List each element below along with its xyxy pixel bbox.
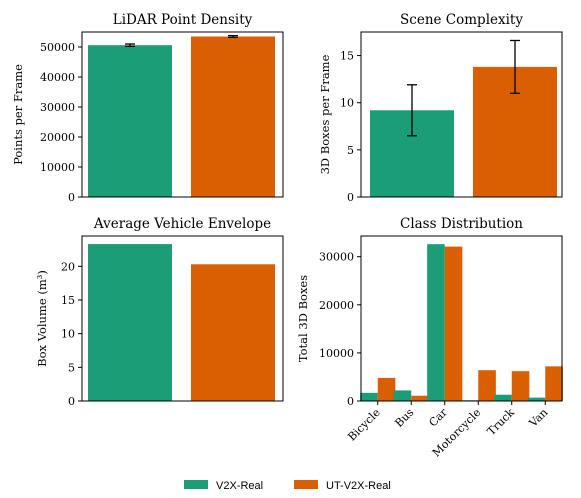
y-axis-label: Points per Frame xyxy=(11,64,25,165)
y-tick-label: 30000 xyxy=(40,101,75,114)
y-tick-label: 0 xyxy=(68,395,75,408)
bar-ut-v2x-real xyxy=(191,36,275,197)
panel-average-vehicle-envelope: 0 5 10 15 20 Average Vehicle Envelope Box Volu… xyxy=(35,216,284,408)
axes-frame xyxy=(81,31,284,198)
bar-v2x-real xyxy=(88,244,172,401)
chart-title: Scene Complexity xyxy=(400,12,523,28)
y-tick-label: 10 xyxy=(340,97,354,110)
y-tick-label: 30000 xyxy=(319,251,354,264)
bar-bus-v2x-real xyxy=(393,390,412,401)
x-tick-label-bus: Bus xyxy=(392,406,416,430)
y-tick-label: 20 xyxy=(61,260,75,273)
axes-frame xyxy=(360,31,563,198)
legend: V2X-Real UT-V2X-Real xyxy=(184,480,391,492)
legend-swatch-v2x-real xyxy=(184,480,208,489)
x-tick-label-van: Van xyxy=(526,406,550,430)
y-tick-label: 10000 xyxy=(40,161,75,174)
bar-ut-v2x-real xyxy=(191,264,275,401)
bar-bus-ut-v2x-real xyxy=(411,395,429,401)
bar-truck-ut-v2x-real xyxy=(511,371,530,401)
bar-car-ut-v2x-real xyxy=(444,246,463,401)
bar-truck-v2x-real xyxy=(494,394,512,401)
bar-van-ut-v2x-real xyxy=(545,366,563,401)
y-axis-label: Box Volume (m³) xyxy=(35,270,49,367)
y-tick-label: 0 xyxy=(347,191,354,204)
chart-title: Average Vehicle Envelope xyxy=(93,216,271,232)
bar-bicycle-ut-v2x-real xyxy=(377,377,396,401)
y-tick-label: 20000 xyxy=(40,131,75,144)
axes-frame xyxy=(81,235,284,402)
y-tick-label: 5 xyxy=(68,361,75,374)
y-axis-label: 3D Boxes per Frame xyxy=(318,54,332,174)
chart-title: LiDAR Point Density xyxy=(113,12,253,28)
bar-motorcycle-ut-v2x-real xyxy=(478,370,496,401)
y-tick-label: 10 xyxy=(61,328,75,341)
bar-van-v2x-real xyxy=(527,397,546,401)
legend-label-ut-v2x-real: UT-V2X-Real xyxy=(326,480,391,492)
y-tick-label: 40000 xyxy=(40,71,75,84)
bar-v2x-real xyxy=(88,45,172,198)
x-tick-label-bicycle: Bicycle xyxy=(345,406,383,444)
legend-label-v2x-real: V2X-Real xyxy=(216,480,263,492)
bar-bicycle-v2x-real xyxy=(360,392,378,401)
y-tick-label: 15 xyxy=(61,294,75,307)
y-tick-label: 0 xyxy=(347,395,354,408)
legend-swatch-ut-v2x-real xyxy=(294,480,318,489)
y-tick-label: 20000 xyxy=(319,299,354,312)
x-tick-label-car: Car xyxy=(426,405,450,429)
x-tick-label-truck: Truck xyxy=(485,406,517,438)
y-tick-label: 15 xyxy=(340,50,354,63)
y-tick-label: 10000 xyxy=(319,347,354,360)
chart-title: Class Distribution xyxy=(400,216,523,232)
panel-scene-complexity: 0 5 10 15 Scene Complexity 3D Boxes per Frame xyxy=(318,12,563,204)
y-axis-label: Total 3D Boxes xyxy=(296,275,310,362)
y-tick-label: 50000 xyxy=(40,41,75,54)
y-tick-label: 5 xyxy=(347,144,354,157)
y-tick-label: 0 xyxy=(68,191,75,204)
axes-frame xyxy=(360,235,563,402)
panel-lidar-point-density: 0 10000 20000 30000 40000 50000 LiDAR Point De… xyxy=(11,12,284,204)
bar-car-v2x-real xyxy=(427,244,445,401)
